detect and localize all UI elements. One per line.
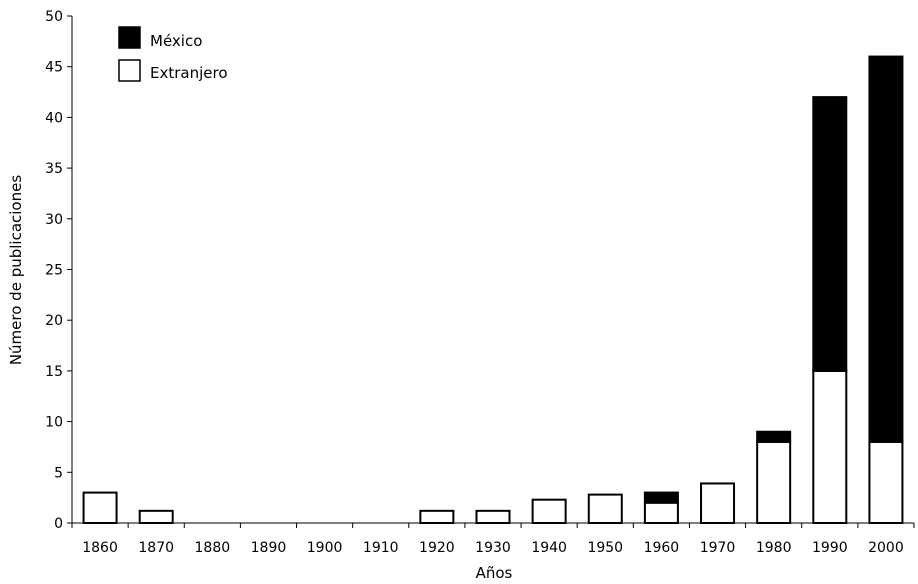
y-tick-label: 10 xyxy=(45,415,63,431)
y-axis-ticks: 0 5 10 15 20 25 30 35 40 45 50 xyxy=(45,9,72,532)
x-tick-label: 2000 xyxy=(868,540,904,556)
y-tick-label: 40 xyxy=(45,110,63,126)
x-tick-label: 1910 xyxy=(363,540,399,556)
bar-extranjero-1980 xyxy=(756,440,792,525)
legend-swatch-mexico xyxy=(118,26,141,49)
legend-label-extranjero: Extranjero xyxy=(150,64,228,82)
bar-extranjero-1990 xyxy=(812,369,848,524)
x-tick-label: 1970 xyxy=(700,540,736,556)
x-tick-label: 1980 xyxy=(756,540,792,556)
x-tick-label: 1990 xyxy=(812,540,848,556)
bar-extranjero-1930 xyxy=(475,509,511,525)
y-tick-label: 25 xyxy=(45,263,63,279)
x-tick-label: 1890 xyxy=(251,540,287,556)
legend-swatch-extranjero xyxy=(118,59,141,82)
legend-label-mexico: México xyxy=(150,32,202,50)
bar-m-xico-1960 xyxy=(643,491,679,504)
x-tick-label: 1950 xyxy=(587,540,623,556)
bar-extranjero-1860 xyxy=(82,491,118,524)
x-tick-label: 1900 xyxy=(307,540,343,556)
x-tick-label: 1920 xyxy=(419,540,455,556)
x-tick-label: 1870 xyxy=(138,540,174,556)
y-tick-label: 35 xyxy=(45,161,63,177)
x-tick-label: 1960 xyxy=(644,540,680,556)
y-tick-label: 15 xyxy=(45,364,63,380)
x-tick-label: 1940 xyxy=(531,540,567,556)
x-axis-title: Años xyxy=(476,564,513,582)
x-tick-label: 1930 xyxy=(475,540,511,556)
bar-extranjero-1950 xyxy=(587,493,623,525)
bar-m-xico-1990 xyxy=(812,96,848,372)
y-tick-label: 5 xyxy=(54,465,63,481)
bar-extranjero-1920 xyxy=(419,509,455,525)
y-axis-title: Número de publicaciones xyxy=(7,175,25,366)
y-tick-label: 0 xyxy=(54,516,63,532)
legend: México Extranjero xyxy=(118,26,228,82)
y-tick-label: 20 xyxy=(45,313,63,329)
bar-m-xico-1980 xyxy=(756,430,792,443)
plot-area xyxy=(82,55,904,525)
bar-extranjero-1870 xyxy=(138,509,174,525)
y-tick-label: 45 xyxy=(45,60,63,76)
y-tick-label: 30 xyxy=(45,212,63,228)
bar-m-xico-2000 xyxy=(868,55,904,443)
x-axis-ticks: 1860 1870 1880 1890 1900 1910 1920 1930 1940 1950… xyxy=(71,523,915,556)
bar-extranjero-2000 xyxy=(868,440,904,525)
bar-extranjero-1960 xyxy=(643,501,679,525)
bar-extranjero-1940 xyxy=(531,498,567,525)
x-tick-label: 1860 xyxy=(82,540,118,556)
y-tick-label: 50 xyxy=(45,9,63,25)
x-tick-label: 1880 xyxy=(195,540,231,556)
bar-extranjero-1970 xyxy=(700,482,736,525)
